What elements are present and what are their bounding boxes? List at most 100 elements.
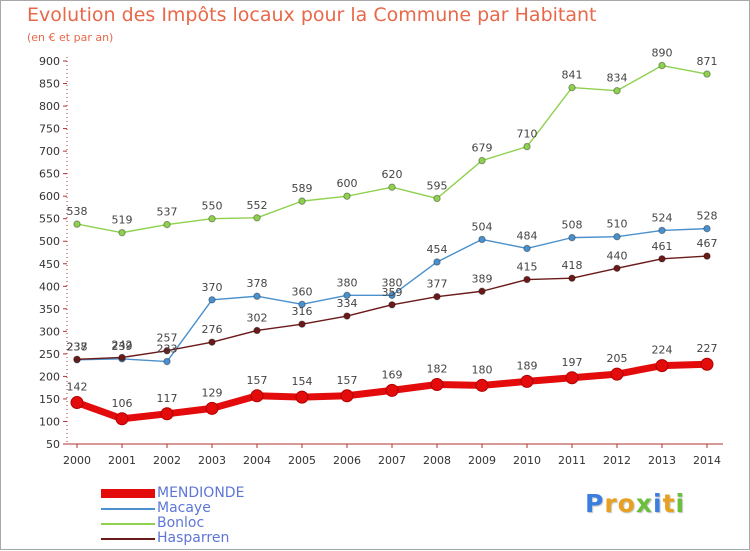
data-point-mendionde <box>340 389 354 403</box>
data-point-hasparren <box>433 292 441 301</box>
x-tick-label: 2007 <box>378 454 406 467</box>
data-point-bonloc <box>208 215 216 223</box>
legend-swatch-hasparren <box>101 538 155 540</box>
data-point-mendionde <box>565 371 579 385</box>
y-tick-label: 850 <box>39 78 60 91</box>
data-label-hasparren: 302 <box>247 311 268 324</box>
data-point-bonloc <box>658 61 666 70</box>
data-point-mendionde <box>610 367 624 381</box>
series-hasparren <box>73 252 711 363</box>
data-point-hasparren <box>703 252 711 260</box>
legend-label-bonloc: Bonloc <box>157 515 205 531</box>
data-label-macaye: 233 <box>157 343 178 356</box>
data-label-macaye: 484 <box>517 229 538 242</box>
y-tick-label: 600 <box>39 190 60 203</box>
x-tick-label: 2003 <box>198 454 226 467</box>
data-point-hasparren <box>388 301 396 309</box>
data-point-bonloc <box>118 228 126 237</box>
y-tick-label: 800 <box>39 100 60 113</box>
data-label-hasparren: 257 <box>157 332 178 345</box>
data-label-hasparren: 415 <box>517 261 538 274</box>
data-label-bonloc: 679 <box>472 142 493 155</box>
data-point-macaye <box>163 357 171 366</box>
data-label-mendionde: 182 <box>427 363 448 376</box>
logo-letter: t <box>662 489 676 518</box>
data-label-bonloc: 552 <box>247 199 268 212</box>
proxiti-logo: Proxiti <box>585 489 685 518</box>
legend-label-hasparren: Hasparren <box>157 530 230 546</box>
legend-swatch-macaye <box>101 508 155 510</box>
data-label-mendionde: 142 <box>67 381 88 394</box>
data-point-bonloc <box>703 70 711 78</box>
data-point-bonloc <box>298 197 306 205</box>
data-point-hasparren <box>118 353 126 362</box>
x-tick-label: 2005 <box>288 454 316 467</box>
data-point-macaye <box>388 291 396 300</box>
data-point-macaye <box>613 233 621 241</box>
y-tick-label: 300 <box>39 325 60 338</box>
data-label-hasparren: 440 <box>607 249 628 262</box>
data-point-bonloc <box>163 220 171 229</box>
logo-letter: x <box>635 489 653 518</box>
series-mendionde <box>70 357 714 426</box>
data-label-bonloc: 519 <box>112 214 133 227</box>
data-point-macaye <box>433 258 441 266</box>
y-tick-label: 400 <box>39 280 60 293</box>
data-point-bonloc <box>343 192 351 200</box>
data-label-macaye: 378 <box>247 277 268 290</box>
data-label-mendionde: 169 <box>382 368 403 381</box>
data-label-mendionde: 117 <box>157 392 178 405</box>
data-point-mendionde <box>70 396 84 410</box>
data-point-macaye <box>298 300 306 309</box>
data-label-mendionde: 224 <box>652 344 673 357</box>
data-label-bonloc: 834 <box>607 72 628 85</box>
data-label-hasparren: 461 <box>652 240 673 253</box>
data-label-bonloc: 890 <box>652 47 673 60</box>
chart-series <box>70 61 714 426</box>
data-label-bonloc: 871 <box>697 55 718 68</box>
data-point-hasparren <box>298 320 306 328</box>
y-tick-label: 350 <box>39 303 60 316</box>
data-point-mendionde <box>250 389 264 403</box>
data-point-macaye <box>343 291 351 300</box>
data-label-hasparren: 334 <box>337 297 358 310</box>
x-tick-label: 2009 <box>468 454 496 467</box>
legend-swatch-bonloc <box>101 523 155 525</box>
data-point-bonloc <box>568 83 576 92</box>
logo-letter: i <box>653 489 663 518</box>
y-tick-label: 900 <box>39 55 60 68</box>
x-tick-label: 2013 <box>648 454 676 467</box>
data-point-macaye <box>208 296 216 304</box>
legend-label-macaye: Macaye <box>157 500 211 516</box>
data-point-mendionde <box>475 378 489 392</box>
data-label-macaye: 360 <box>292 285 313 298</box>
x-tick-label: 2006 <box>333 454 361 467</box>
data-label-bonloc: 710 <box>517 128 538 141</box>
y-tick-label: 700 <box>39 145 60 158</box>
data-point-mendionde <box>160 407 174 421</box>
logo-letter: r <box>604 489 618 518</box>
data-label-mendionde: 157 <box>247 374 268 387</box>
data-label-macaye: 528 <box>697 210 718 223</box>
data-label-mendionde: 227 <box>697 342 718 355</box>
data-label-hasparren: 359 <box>382 286 403 299</box>
y-tick-label: 500 <box>39 235 60 248</box>
data-point-bonloc <box>73 220 81 228</box>
data-point-macaye <box>658 226 666 235</box>
data-label-macaye: 504 <box>472 220 493 233</box>
data-label-mendionde: 180 <box>472 363 493 376</box>
data-label-hasparren: 316 <box>292 305 313 318</box>
y-tick-label: 50 <box>46 438 60 451</box>
y-tick-label: 650 <box>39 168 60 181</box>
data-label-mendionde: 106 <box>112 397 133 410</box>
legend-item-bonloc: Bonloc <box>101 516 321 531</box>
y-tick-label: 150 <box>39 393 60 406</box>
data-label-hasparren: 242 <box>112 338 133 351</box>
logo-letter: P <box>585 489 605 518</box>
y-tick-label: 750 <box>39 123 60 136</box>
data-label-hasparren: 389 <box>472 272 493 285</box>
data-point-mendionde <box>655 359 669 373</box>
x-tick-label: 2004 <box>243 454 271 467</box>
